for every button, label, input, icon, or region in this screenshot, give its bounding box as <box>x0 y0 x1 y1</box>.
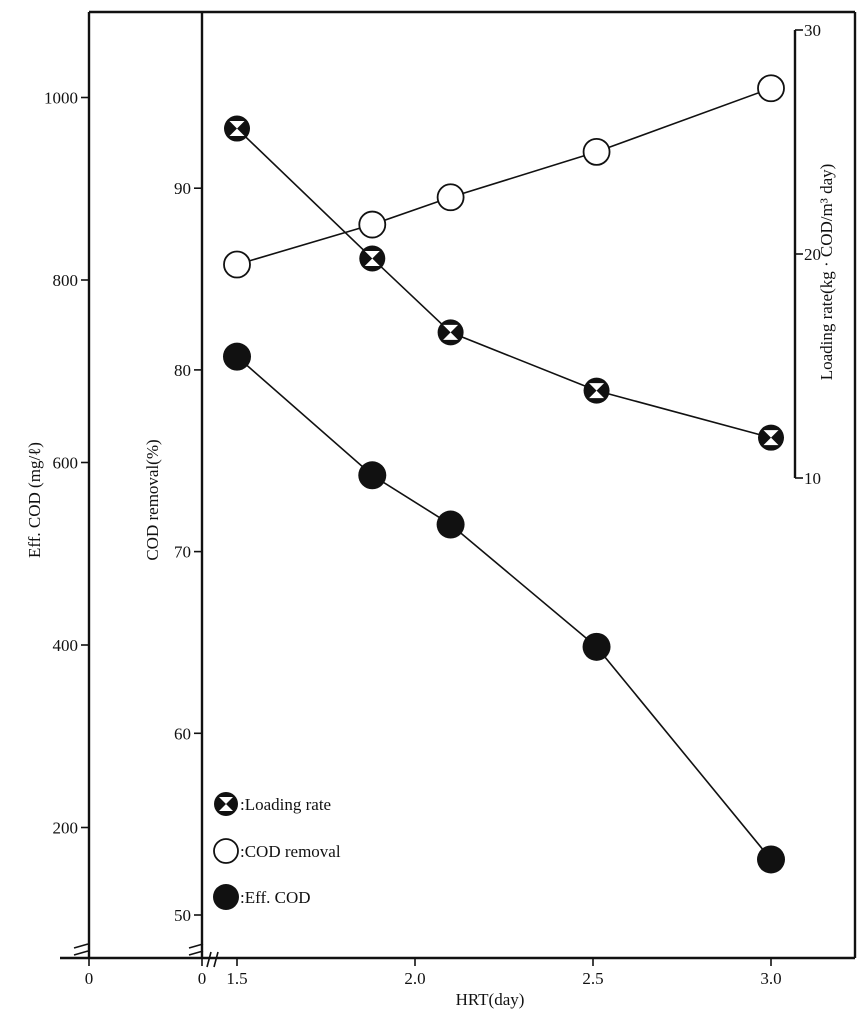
loading-rate-point <box>583 377 610 404</box>
loading-rate-point <box>437 319 464 346</box>
cod-removal-point <box>582 137 611 166</box>
eff-cod-tick-label: 1000 <box>44 89 78 108</box>
eff-cod-point <box>582 632 611 661</box>
eff-cod-point <box>757 845 785 874</box>
x-tick-label: 2.5 <box>582 969 603 988</box>
x-tick-label: 3.0 <box>760 969 781 988</box>
x-tick-label: 1.5 <box>226 969 247 988</box>
legend-marker-cod-removal <box>213 838 239 864</box>
cod-removal-tick-label: 70 <box>174 543 191 562</box>
legend-marker-loading-rate <box>214 792 238 816</box>
cod-removal-axis-break-mark <box>188 943 204 956</box>
legend: :Loading rate :COD removal :Eff. COD <box>213 792 341 910</box>
cod-removal-point <box>436 183 465 212</box>
ticks-group: 200 400 600 800 1000 50 60 70 80 90 10 20 30 0 0 1.5 2.0… <box>44 21 821 988</box>
legend-marker-eff-cod <box>213 884 239 910</box>
cod-removal-point <box>757 74 785 103</box>
series-group <box>223 74 785 874</box>
eff-cod-axis-title: Eff. COD (mg/ℓ) <box>25 442 44 558</box>
eff-cod-line <box>236 356 772 860</box>
x-tick-label: 2.0 <box>404 969 425 988</box>
cod-removal-point <box>223 250 251 279</box>
x-tick-label: 0 <box>198 969 207 988</box>
loading-rate-tick-label: 10 <box>804 469 821 488</box>
legend-label-eff-cod: :Eff. COD <box>240 888 311 907</box>
eff-cod-point <box>358 461 387 490</box>
eff-cod-tick-label: 800 <box>53 271 79 290</box>
eff-cod-tick-label: 600 <box>53 454 79 473</box>
cod-removal-point <box>358 210 387 239</box>
cod-removal-tick-label: 60 <box>174 724 191 743</box>
loading-rate-line <box>236 127 772 439</box>
x-axis-break-mark <box>206 951 219 968</box>
eff-cod-tick-label: 200 <box>53 819 79 838</box>
eff-cod-tick-label: 400 <box>53 636 79 655</box>
loading-rate-tick-label: 30 <box>804 21 821 40</box>
eff-cod-point <box>223 342 251 371</box>
cod-removal-tick-label: 50 <box>174 906 191 925</box>
eff-cod-axis-break-mark <box>73 943 89 956</box>
loading-rate-point <box>758 424 784 451</box>
loading-rate-point <box>224 115 250 142</box>
loading-rate-point <box>359 245 386 272</box>
cod-removal-tick-label: 80 <box>174 361 191 380</box>
legend-label-cod-removal: :COD removal <box>240 842 341 861</box>
eff-cod-point <box>436 510 465 539</box>
x-tick-label: 0 <box>85 969 94 988</box>
loading-rate-axis-title: Loading rate(kg · COD/m³ day) <box>817 164 836 381</box>
loading-rate-tick-label: 20 <box>804 245 821 264</box>
cod-removal-axis-title: COD removal(%) <box>143 439 162 560</box>
legend-label-loading-rate: :Loading rate <box>240 795 331 814</box>
cod-removal-line <box>236 87 772 266</box>
x-axis-title: HRT(day) <box>456 990 525 1009</box>
cod-removal-tick-label: 90 <box>174 179 191 198</box>
